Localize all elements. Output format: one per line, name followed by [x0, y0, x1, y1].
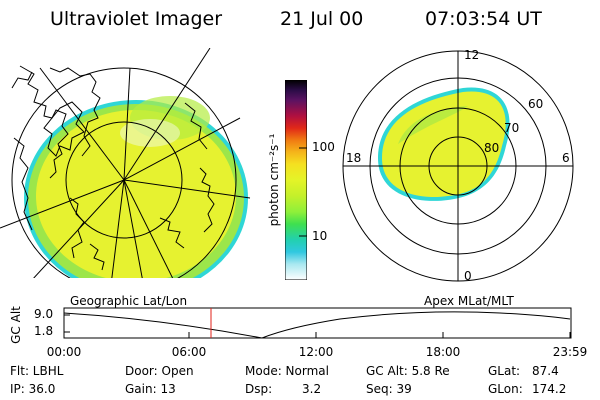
date-label: 21 Jul 00 [280, 8, 364, 30]
ip-info: IP: 36.0 [10, 382, 56, 396]
colorbar [285, 80, 307, 280]
glon-label: GLon: [488, 382, 523, 396]
x-tick-0600: 06:00 [171, 345, 207, 359]
altitude-curve [63, 311, 571, 339]
time-label: 07:03:54 UT [425, 8, 542, 30]
y-tick-1-8: 1.8 [34, 324, 54, 338]
coastlines [11, 65, 215, 271]
x-tick-1800: 18:00 [425, 345, 461, 359]
app-title: Ultraviolet Imager [50, 8, 223, 30]
geographic-latlon-label: Geographic Lat/Lon [70, 294, 188, 308]
glon-value: 174.2 [532, 382, 567, 396]
x-tick-2359: 23:59 [552, 345, 588, 359]
x-tick-0000: 00:00 [46, 345, 82, 359]
polar-image-core [382, 91, 506, 198]
lat-circle-1 [65, 121, 183, 239]
polar-plot: 12 0 18 6 60 70 80 [342, 48, 574, 283]
filter-info: Flt: LBHL [10, 364, 64, 378]
polar-label-70: 70 [504, 121, 519, 135]
polar-label-80: 80 [484, 141, 499, 155]
y-tick-9: 9.0 [34, 307, 54, 321]
image-core [36, 110, 236, 278]
mode-info: Mode: Normal [245, 364, 329, 378]
colorbar-unit-label: photon cm⁻²s⁻¹ [267, 133, 281, 227]
polar-label-0: 0 [464, 269, 472, 283]
geographic-image [0, 48, 251, 278]
door-info: Door: Open [125, 364, 194, 378]
colorbar-tick-100: 100 [312, 140, 335, 154]
seq-info: Seq: 39 [366, 382, 412, 396]
longitude-lines [0, 48, 251, 278]
gain-info: Gain: 13 [125, 382, 176, 396]
apex-mlat-mlt-label: Apex MLat/MLT [424, 294, 514, 308]
x-tick-1200: 12:00 [298, 345, 334, 359]
colorbar-tick-10: 10 [312, 229, 328, 243]
polar-label-60: 60 [528, 97, 543, 111]
timeline-frame [63, 307, 572, 339]
polar-grid [342, 50, 574, 282]
dsp-value: 3.2 [302, 382, 322, 396]
glat-value: 87.4 [532, 364, 559, 378]
lat-circle-2 [11, 67, 237, 278]
gc-alt-info: GC Alt: 5.8 Re [366, 364, 450, 378]
polar-label-18: 18 [346, 151, 361, 165]
polar-label-12: 12 [464, 48, 479, 62]
glat-label: GLat: [488, 364, 521, 378]
polar-label-6: 6 [562, 151, 570, 165]
gc-alt-axis-label: GC Alt [9, 306, 23, 344]
altitude-timeline [63, 307, 572, 339]
dsp-label: Dsp: [245, 382, 273, 396]
